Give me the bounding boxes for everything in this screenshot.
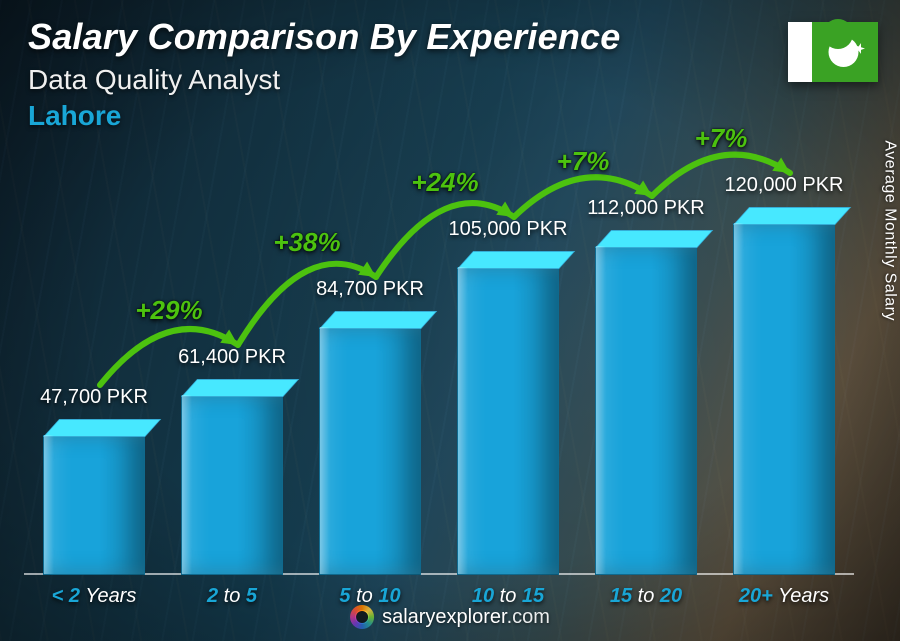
infographic-stage: Salary Comparison By Experience Data Qua…	[0, 0, 900, 641]
bar-group: 47,700 PKR< 2 Years	[43, 435, 145, 575]
growth-arc	[24, 150, 854, 575]
bar-group: 61,400 PKR2 to 5	[181, 395, 283, 575]
growth-arc	[24, 150, 854, 575]
growth-pct-label: +7%	[533, 146, 633, 177]
footer-attribution: salaryexplorer.com	[350, 605, 550, 629]
growth-pct-label: +24%	[395, 167, 495, 198]
flag-hoist	[788, 22, 812, 82]
footer-tld: .com	[507, 606, 550, 628]
growth-pct-label: +29%	[119, 295, 219, 326]
salary-bar-chart: 47,700 PKR< 2 Years 61,400 PKR2 to 5 84,70…	[24, 150, 854, 575]
country-flag-pakistan: ★	[788, 22, 878, 82]
growth-arc	[24, 150, 854, 575]
x-axis-line	[24, 573, 854, 575]
bar	[319, 327, 421, 575]
footer-site-name: salaryexplorer	[382, 606, 507, 628]
bar	[733, 223, 835, 575]
title-block: Salary Comparison By Experience Data Qua…	[28, 16, 620, 132]
bar	[43, 435, 145, 575]
logo-icon	[350, 605, 374, 629]
bar-value-label: 120,000 PKR	[704, 174, 864, 197]
y-axis-label: Average Monthly Salary	[881, 140, 899, 321]
page-subtitle: Data Quality Analyst	[28, 64, 620, 96]
bar-x-label: < 2 Years	[52, 585, 137, 608]
growth-arc	[24, 150, 854, 575]
page-title: Salary Comparison By Experience	[28, 16, 620, 58]
flag-fly: ★	[812, 22, 878, 82]
bar-x-label: 15 to 20	[610, 585, 682, 608]
bar	[181, 395, 283, 575]
page-location: Lahore	[28, 100, 620, 132]
growth-pct-label: +7%	[671, 123, 771, 154]
bar-value-label: 61,400 PKR	[152, 346, 312, 369]
bar-x-label: 2 to 5	[207, 585, 257, 608]
growth-arc	[24, 150, 854, 575]
bar-value-label: 84,700 PKR	[290, 278, 450, 301]
bar-value-label: 105,000 PKR	[428, 218, 588, 241]
bar-group: 105,000 PKR10 to 15	[457, 267, 559, 575]
bar	[595, 246, 697, 575]
bar	[457, 267, 559, 575]
bar-group: 120,000 PKR20+ Years	[733, 223, 835, 575]
bar-value-label: 112,000 PKR	[566, 197, 726, 220]
bar-group: 112,000 PKR15 to 20	[595, 246, 697, 575]
flag-crescent-cut	[823, 19, 853, 49]
bar-group: 84,700 PKR5 to 10	[319, 327, 421, 575]
bar-x-label: 20+ Years	[739, 585, 829, 608]
growth-pct-label: +38%	[257, 227, 357, 258]
bar-value-label: 47,700 PKR	[14, 386, 174, 409]
